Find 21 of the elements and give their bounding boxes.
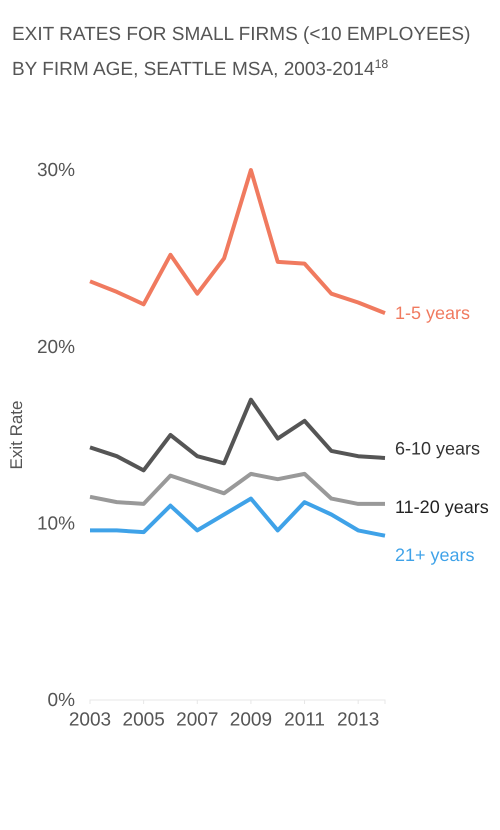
x-tick-label: 2003 (68, 709, 112, 730)
line-series (88, 398, 387, 472)
line-series (88, 472, 387, 506)
x-tick-label: 2005 (122, 709, 165, 730)
y-tick-label: 30% (36, 160, 76, 182)
y-tick-label: 20% (36, 336, 76, 358)
line-series (88, 496, 387, 538)
series-label: 21+ years (395, 544, 475, 565)
x-tick-label: 2013 (337, 709, 380, 730)
x-tick-label: 2009 (230, 709, 272, 730)
chart-subtitle: BY FIRM AGE, SEATTLE MSA, 2003-2014$^{18}$ (12, 57, 388, 80)
series-label: 11-20 years (395, 497, 489, 518)
series-label: 1-5 years (395, 303, 470, 324)
x-tick-label: 2011 (284, 709, 325, 730)
x-tick-label: 2007 (176, 709, 218, 730)
y-axis-title: Exit Rate (7, 400, 26, 470)
line-series (88, 168, 387, 316)
y-tick-label: 0% (48, 690, 76, 712)
series-label: 6-10 years (395, 438, 480, 458)
chart-title: EXIT RATES FOR SMALL FIRMS (<10 EMPLOYEES) (12, 24, 470, 45)
y-tick-label: 10% (36, 513, 76, 534)
